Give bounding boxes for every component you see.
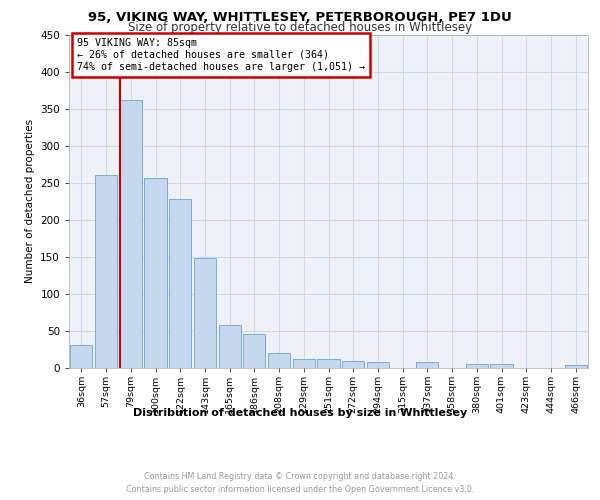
Text: Size of property relative to detached houses in Whittlesey: Size of property relative to detached ho… — [128, 22, 472, 35]
Y-axis label: Number of detached properties: Number of detached properties — [25, 119, 35, 284]
Bar — [268, 354, 290, 368]
Bar — [145, 178, 167, 368]
Bar — [194, 258, 216, 368]
Bar — [490, 364, 512, 368]
Bar — [119, 100, 142, 367]
Bar — [342, 361, 364, 368]
Text: Contains HM Land Registry data © Crown copyright and database right 2024.
Contai: Contains HM Land Registry data © Crown c… — [126, 472, 474, 494]
Bar — [317, 358, 340, 368]
Bar — [243, 334, 265, 368]
Bar — [466, 364, 488, 368]
Text: Distribution of detached houses by size in Whittlesey: Distribution of detached houses by size … — [133, 408, 467, 418]
Bar — [367, 362, 389, 368]
Bar — [416, 362, 439, 368]
Bar — [218, 326, 241, 368]
Bar — [169, 199, 191, 368]
Bar — [565, 364, 587, 368]
Bar — [70, 346, 92, 368]
Bar — [293, 358, 315, 368]
Text: 95, VIKING WAY, WHITTLESEY, PETERBOROUGH, PE7 1DU: 95, VIKING WAY, WHITTLESEY, PETERBOROUGH… — [88, 11, 512, 24]
Bar — [95, 176, 117, 368]
Text: 95 VIKING WAY: 85sqm
← 26% of detached houses are smaller (364)
74% of semi-deta: 95 VIKING WAY: 85sqm ← 26% of detached h… — [77, 38, 365, 72]
